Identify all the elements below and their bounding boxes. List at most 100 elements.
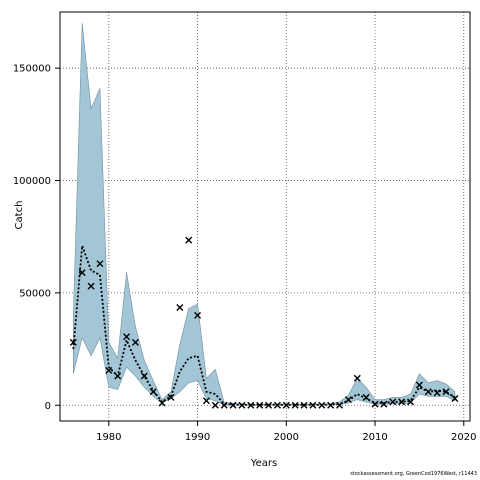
- observation-point: [415, 381, 423, 389]
- observation-point: [362, 393, 370, 401]
- observation-point-stroke: [442, 388, 450, 396]
- observation-point: [220, 401, 228, 409]
- observation-point: [273, 401, 281, 409]
- observation-point-stroke: [318, 401, 326, 409]
- observation-point: [327, 401, 335, 409]
- observation-point: [380, 400, 388, 408]
- observation-point: [407, 398, 415, 406]
- observation-point: [371, 400, 379, 408]
- observation-point-stroke: [291, 401, 299, 409]
- observation-point: [96, 260, 104, 268]
- observation-point-stroke: [149, 388, 157, 396]
- observation-point-stroke: [69, 338, 77, 346]
- observation-point-stroke: [371, 400, 379, 408]
- observation-point: [78, 269, 86, 277]
- observation-point: [265, 401, 273, 409]
- observation-point: [256, 401, 264, 409]
- observation-point: [442, 388, 450, 396]
- x-tick-label: 1980: [96, 432, 121, 443]
- observation-point: [282, 401, 290, 409]
- observation-point: [433, 389, 441, 397]
- x-tick-label: 2010: [362, 432, 387, 443]
- observation-point: [389, 398, 397, 406]
- observation-point-stroke: [96, 260, 104, 268]
- observation-point-stroke: [362, 393, 370, 401]
- observation-point: [123, 333, 131, 341]
- observation-point-stroke: [176, 304, 184, 312]
- observation-point-stroke: [123, 333, 131, 341]
- observation-point: [167, 393, 175, 401]
- observation-point-stroke: [229, 401, 237, 409]
- observation-markers: [69, 236, 459, 409]
- observation-point-stroke: [433, 389, 441, 397]
- observation-point-stroke: [265, 401, 273, 409]
- confidence-band-area: [73, 23, 456, 406]
- observation-point: [69, 338, 77, 346]
- observation-point-stroke: [300, 401, 308, 409]
- observation-point-stroke: [87, 282, 95, 290]
- x-tick-label: 2020: [451, 432, 476, 443]
- observation-point: [398, 398, 406, 406]
- observation-point: [300, 401, 308, 409]
- observation-point: [185, 236, 193, 244]
- observation-point: [336, 401, 344, 409]
- observation-point: [247, 401, 255, 409]
- y-tick-label: 50000: [19, 288, 51, 299]
- observation-point: [105, 366, 113, 374]
- observation-point-stroke: [273, 401, 281, 409]
- y-axis-label: Catch: [14, 201, 25, 230]
- credit-text: stockassessment.org, GreenCod1976West, r…: [350, 471, 477, 477]
- observation-point: [309, 401, 317, 409]
- x-axis-label: Years: [250, 458, 277, 469]
- observation-point: [353, 374, 361, 382]
- observation-point-stroke: [238, 401, 246, 409]
- observation-point-stroke: [256, 401, 264, 409]
- observation-point: [424, 388, 432, 396]
- observation-point-stroke: [78, 269, 86, 277]
- observation-point-stroke: [131, 338, 139, 346]
- observation-point: [131, 338, 139, 346]
- observation-point-stroke: [114, 372, 122, 380]
- x-tick-label: 1990: [185, 432, 210, 443]
- observation-point-stroke: [194, 311, 202, 319]
- observation-point-stroke: [336, 401, 344, 409]
- observation-point-stroke: [398, 398, 406, 406]
- x-tick-label: 2000: [274, 432, 299, 443]
- observation-point: [149, 388, 157, 396]
- observation-point-stroke: [309, 401, 317, 409]
- observation-point-stroke: [415, 381, 423, 389]
- observation-point: [114, 372, 122, 380]
- observation-point-stroke: [158, 399, 166, 407]
- confidence-band: [73, 23, 456, 406]
- observation-point: [194, 311, 202, 319]
- observation-point: [176, 304, 184, 312]
- observation-point-stroke: [185, 236, 193, 244]
- observation-point-stroke: [140, 372, 148, 380]
- observation-point-stroke: [424, 388, 432, 396]
- y-tick-label: 150000: [13, 64, 51, 75]
- observation-point-stroke: [220, 401, 228, 409]
- observation-point-stroke: [211, 401, 219, 409]
- observation-point-stroke: [380, 400, 388, 408]
- observation-point: [344, 396, 352, 404]
- observation-point-stroke: [344, 396, 352, 404]
- observation-point-stroke: [167, 393, 175, 401]
- observation-point: [229, 401, 237, 409]
- y-tick-label: 100000: [13, 176, 51, 187]
- observation-point: [202, 397, 210, 405]
- observation-point-stroke: [451, 395, 459, 403]
- observation-point-stroke: [247, 401, 255, 409]
- observation-point: [87, 282, 95, 290]
- y-axis-ticks: 0 50000 100000 150000: [13, 64, 60, 412]
- x-axis-ticks: 1980 1990 2000 2010 2020: [96, 421, 477, 443]
- observation-point: [238, 401, 246, 409]
- observation-point-stroke: [389, 398, 397, 406]
- observation-point: [211, 401, 219, 409]
- observation-point: [291, 401, 299, 409]
- observation-point: [318, 401, 326, 409]
- observation-point-stroke: [407, 398, 415, 406]
- observation-point-stroke: [353, 374, 361, 382]
- observation-point: [451, 395, 459, 403]
- observation-point-stroke: [327, 401, 335, 409]
